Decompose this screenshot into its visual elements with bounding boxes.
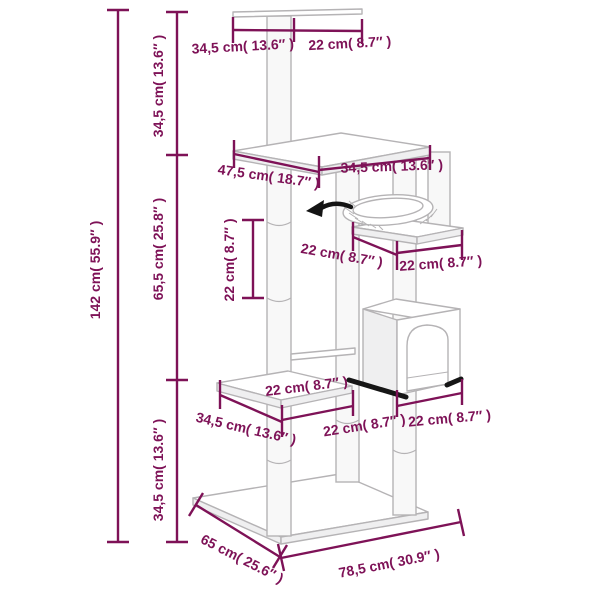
label-house-width: 22 cm( 8.7″ ) bbox=[408, 406, 492, 429]
house-inner-floor bbox=[406, 371, 449, 379]
dim-post-segment: 22 cm( 8.7″ ) bbox=[221, 219, 264, 302]
label-top-platform-width: 34,5 cm( 13.6″ ) bbox=[191, 35, 294, 56]
label-middle-section-height: 65,5 cm( 25.8″ ) bbox=[150, 198, 166, 300]
label-perch-depth: 22 cm( 8.7″ ) bbox=[399, 252, 483, 274]
cat-house bbox=[346, 298, 464, 400]
hammock-pointer-arrow bbox=[306, 200, 354, 217]
label-main-platform-depth: 34,5 cm( 13.6″ ) bbox=[340, 156, 443, 176]
dim-top-platform: 34,5 cm( 13.6″ ) 22 cm( 8.7″ ) bbox=[191, 17, 392, 57]
top-platform bbox=[232, 8, 363, 18]
main-platform bbox=[232, 132, 431, 176]
scratching-post-left bbox=[266, 15, 292, 537]
label-total-height: 142 cm( 55.9″ ) bbox=[87, 221, 103, 320]
house-base-trim-right bbox=[444, 376, 464, 388]
step-board bbox=[290, 347, 356, 361]
dim-height-sections: 34,5 cm( 13.6″ ) 65,5 cm( 25.8″ ) 34,5 c… bbox=[150, 10, 188, 544]
hammock-basket bbox=[342, 194, 438, 231]
label-upper-section-height: 34,5 cm( 13.6″ ) bbox=[150, 35, 166, 137]
post-joints bbox=[266, 221, 417, 465]
hammock-weave-texture bbox=[343, 200, 438, 231]
house-arch-doorway bbox=[406, 324, 449, 392]
base-plate bbox=[192, 473, 429, 545]
label-lower-section-height: 34,5 cm( 13.6″ ) bbox=[150, 419, 166, 521]
label-top-platform-depth: 22 cm( 8.7″ ) bbox=[308, 33, 392, 53]
dim-total-height: 142 cm( 55.9″ ) bbox=[87, 8, 129, 544]
cat-house-side bbox=[362, 308, 398, 396]
dim-cat-house: 22 cm( 8.7″ ) bbox=[395, 379, 492, 430]
label-base-width: 78,5 cm( 30.9″ ) bbox=[337, 545, 441, 580]
lower-platform bbox=[216, 370, 353, 409]
label-post-segment-height: 22 cm( 8.7″ ) bbox=[221, 219, 237, 302]
